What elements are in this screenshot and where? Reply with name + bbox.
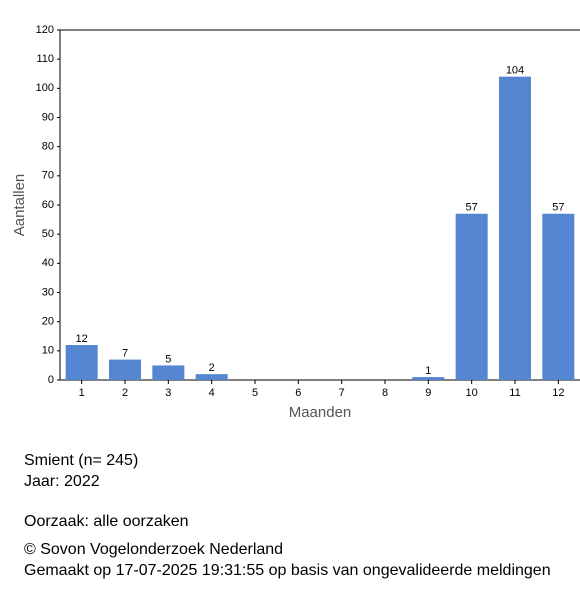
y-tick-label: 40 xyxy=(42,257,54,269)
x-tick-label: 12 xyxy=(552,387,564,399)
x-tick-label: 11 xyxy=(509,387,520,399)
x-tick-label: 2 xyxy=(122,387,128,399)
cause-line: Oorzaak: alle oorzaken xyxy=(24,513,189,530)
bar xyxy=(499,76,531,381)
value-label: 7 xyxy=(122,347,128,359)
y-tick-label: 80 xyxy=(42,141,54,153)
y-tick-label: 0 xyxy=(48,374,54,386)
copyright-line: © Sovon Vogelonderzoek Nederland xyxy=(24,541,284,558)
y-tick-label: 50 xyxy=(42,228,54,240)
x-tick-label: 7 xyxy=(339,387,345,399)
x-tick-label: 3 xyxy=(165,387,171,399)
y-tick-label: 30 xyxy=(42,286,54,298)
x-axis-title: Maanden xyxy=(289,404,352,421)
bar xyxy=(195,374,228,380)
year-line: Jaar: 2022 xyxy=(24,473,100,490)
x-tick-label: 8 xyxy=(382,387,388,399)
y-tick-label: 100 xyxy=(36,82,54,94)
value-label: 5 xyxy=(165,353,171,365)
made-line: Gemaakt op 17-07-2025 19:31:55 op basis … xyxy=(24,562,551,579)
bar xyxy=(152,365,185,380)
y-axis-title: Aantallen xyxy=(11,174,28,237)
bar xyxy=(109,359,141,380)
y-tick-label: 60 xyxy=(42,199,54,211)
bar xyxy=(542,213,575,380)
value-label: 104 xyxy=(506,65,524,77)
species-line: Smient (n= 245) xyxy=(24,452,139,469)
bar xyxy=(412,377,445,380)
chart: Maanden Aantallen 0 10 20 30 40 50 60 70 80 90 100… xyxy=(11,24,580,421)
y-tick-label: 120 xyxy=(36,24,54,36)
x-tick-label: 6 xyxy=(295,387,301,399)
value-label: 2 xyxy=(209,362,215,374)
y-tick-label: 70 xyxy=(42,170,54,182)
bar xyxy=(455,213,488,380)
y-tick-label: 110 xyxy=(36,53,54,65)
y-tick-label: 90 xyxy=(42,111,54,123)
x-tick-label: 1 xyxy=(79,387,85,399)
y-tick-label: 20 xyxy=(42,316,54,328)
value-label: 12 xyxy=(76,333,88,345)
x-tick-label: 10 xyxy=(466,387,478,399)
x-tick-label: 4 xyxy=(209,387,215,399)
bar xyxy=(65,345,98,380)
y-tick-label: 10 xyxy=(42,345,54,357)
x-tick-label: 5 xyxy=(252,387,258,399)
value-label: 57 xyxy=(466,202,478,214)
value-label: 1 xyxy=(425,365,431,377)
x-tick-label: 9 xyxy=(425,387,431,399)
value-label: 57 xyxy=(552,202,564,214)
